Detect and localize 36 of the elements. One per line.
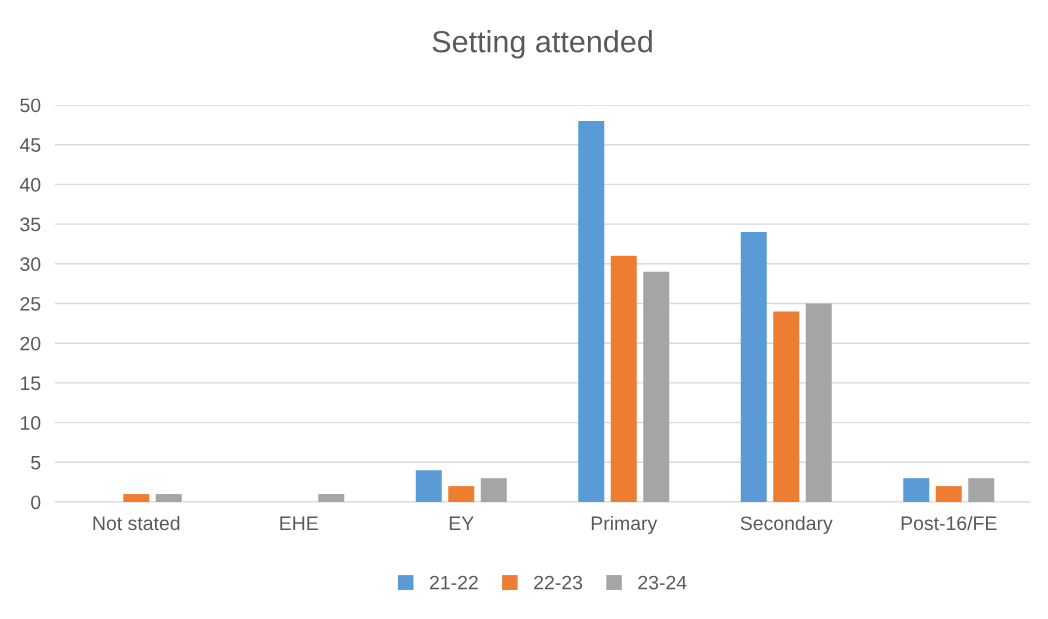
y-tick-label: 5 (31, 455, 41, 470)
bar (740, 232, 767, 502)
bar (123, 494, 150, 502)
legend-label: 23-24 (638, 575, 687, 590)
bar (610, 255, 637, 502)
y-tick-label: 20 (20, 336, 41, 351)
y-tick-label: 30 (20, 257, 41, 272)
bar (643, 271, 670, 502)
legend-label: 22-23 (534, 575, 583, 590)
x-tick-label: EY (449, 516, 474, 530)
legend-label: 21-22 (430, 575, 478, 590)
y-tick-label: 25 (20, 296, 41, 311)
x-tick-label: Secondary (740, 515, 833, 535)
bar (155, 494, 182, 502)
y-tick-label: 45 (19, 138, 41, 152)
bar (968, 478, 995, 502)
x-tick-label: EHE (280, 516, 318, 530)
bar (903, 478, 930, 502)
x-tick-label: Post-16/FE (901, 515, 997, 531)
bar (578, 120, 605, 502)
y-tick-label: 35 (20, 217, 41, 232)
y-tick-label: 10 (20, 416, 41, 430)
bar (415, 470, 442, 502)
bar (805, 303, 832, 502)
bar (448, 486, 475, 502)
chart-title: Setting attended (432, 30, 652, 59)
bar (773, 311, 800, 502)
bar (935, 486, 962, 502)
y-tick-label: 0 (31, 495, 41, 510)
x-tick-label: Primary (591, 515, 658, 535)
bar (480, 478, 507, 502)
y-tick-label: 50 (20, 98, 41, 113)
bar (318, 494, 345, 502)
x-tick-label: Not stated (93, 515, 180, 531)
y-tick-label: 40 (19, 177, 41, 192)
y-tick-label: 15 (20, 376, 41, 391)
